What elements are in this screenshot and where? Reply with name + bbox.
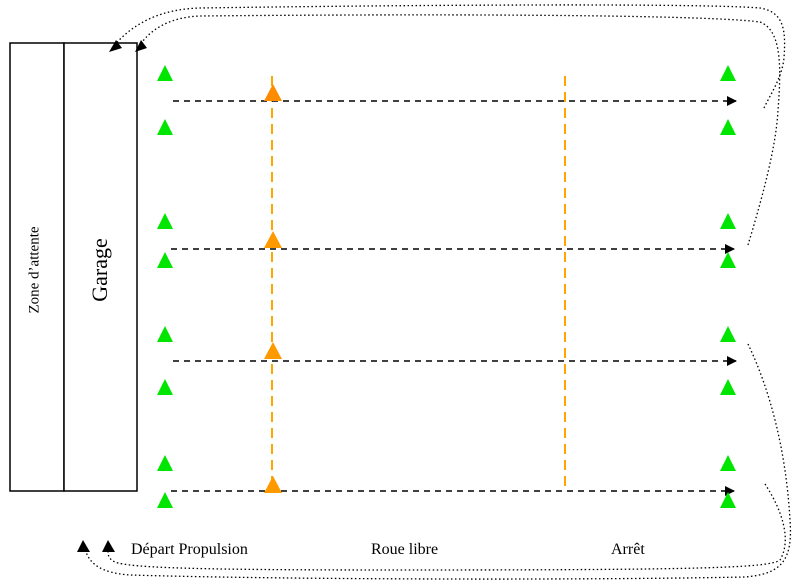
green-marker <box>720 326 736 342</box>
orange-marker <box>264 476 282 493</box>
freewheel-label: Roue libre <box>371 541 439 558</box>
green-marker <box>157 379 173 395</box>
green-marker <box>157 326 173 342</box>
green-marker <box>157 252 173 268</box>
green-marker <box>720 213 736 229</box>
green-marker <box>157 65 173 81</box>
return-arrowhead <box>135 40 147 52</box>
orange-marker <box>264 231 282 248</box>
green-marker <box>157 213 173 229</box>
garage-label: Garage <box>87 238 112 302</box>
garage-box <box>63 42 138 492</box>
green-marker <box>157 492 173 508</box>
waiting-zone-label: Zone d’attente <box>26 226 43 314</box>
green-marker <box>720 65 736 81</box>
orange-marker <box>264 84 282 101</box>
orange-marker <box>264 342 282 359</box>
green-marker <box>720 455 736 471</box>
waiting-zone-box <box>9 42 65 492</box>
green-marker <box>720 252 736 268</box>
green-marker <box>720 492 736 508</box>
return-arrowhead <box>109 40 122 52</box>
return-loop-top-inner <box>137 14 781 246</box>
return-loop-top-outer <box>111 4 786 109</box>
return-arrowhead <box>102 540 115 552</box>
green-marker <box>720 379 736 395</box>
propulsion-start-label: Départ Propulsion <box>131 541 248 558</box>
green-marker <box>720 119 736 135</box>
stop-label: Arrêt <box>611 541 645 558</box>
green-marker <box>157 119 173 135</box>
return-arrowhead <box>77 540 90 552</box>
return-loop-bottom-outer <box>85 343 792 580</box>
green-marker <box>157 455 173 471</box>
